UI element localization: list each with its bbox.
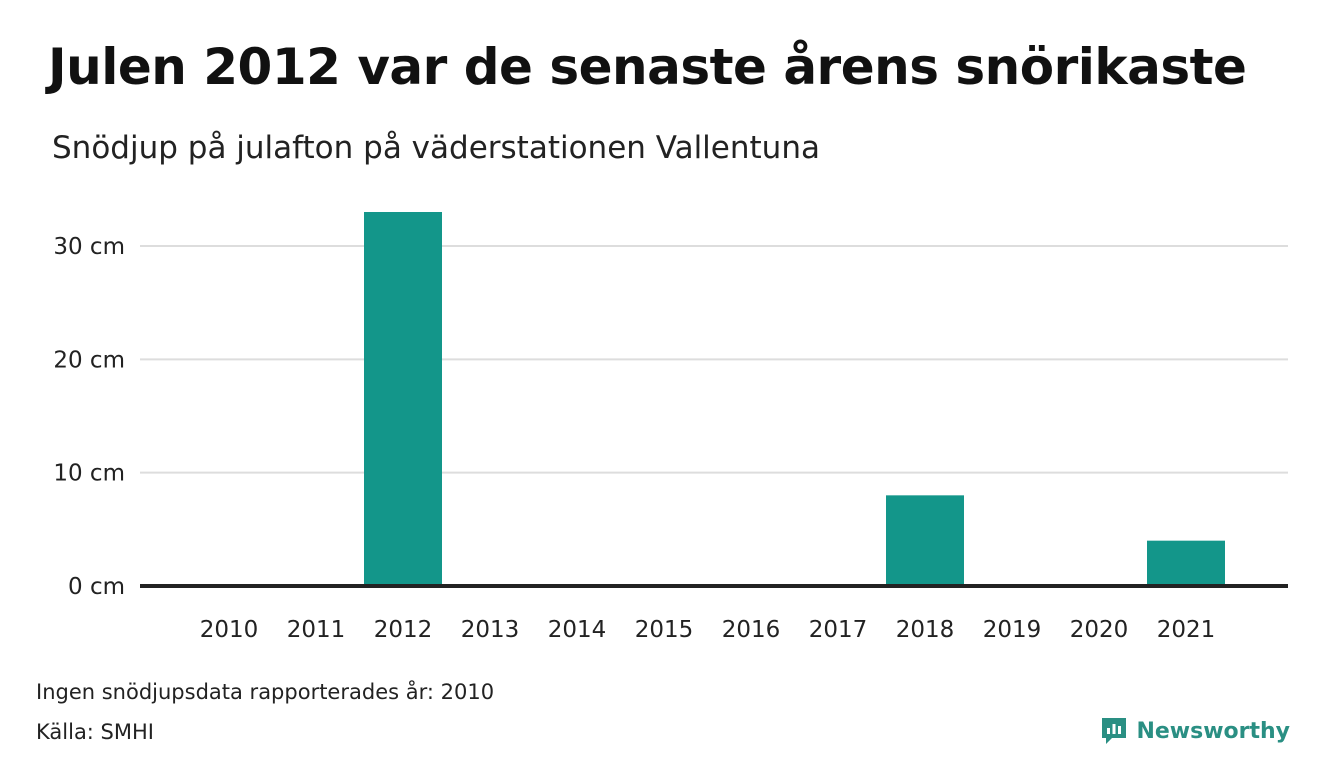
x-tick-label: 2020 <box>1070 617 1129 643</box>
chart-subtitle: Snödjup på julafton på väderstationen Va… <box>52 130 820 166</box>
bar-2021 <box>1147 540 1225 586</box>
y-tick-label: 20 cm <box>53 347 125 373</box>
chart-note: Ingen snödjupsdata rapporterades år: 201… <box>36 680 495 704</box>
bar-chart: 0 cm 10 cm 20 cm 30 cm 2010 2011 2012 2013 2014… <box>53 212 1288 643</box>
bar-2018 <box>886 495 964 586</box>
x-tick-label: 2011 <box>287 617 346 643</box>
newsworthy-logo-icon <box>1102 718 1127 744</box>
bar-2012 <box>364 212 442 586</box>
y-tick-label: 0 cm <box>68 574 125 600</box>
x-tick-label: 2014 <box>548 617 607 643</box>
gridlines <box>140 245 1288 474</box>
brand-logo: Newsworthy <box>1100 716 1290 746</box>
x-tick-label: 2012 <box>374 617 433 643</box>
y-axis-ticks: 0 cm 10 cm 20 cm 30 cm <box>53 234 125 600</box>
x-tick-label: 2019 <box>983 617 1042 643</box>
x-tick-label: 2013 <box>461 617 520 643</box>
brand-name: Newsworthy <box>1136 718 1290 744</box>
y-tick-label: 30 cm <box>53 234 125 260</box>
x-tick-label: 2018 <box>896 617 955 643</box>
x-tick-label: 2021 <box>1157 617 1216 643</box>
x-tick-label: 2017 <box>809 617 868 643</box>
chart-title: Julen 2012 var de senaste årens snörikas… <box>48 38 1247 96</box>
bars <box>364 212 1225 586</box>
chart-source: Källa: SMHI <box>36 720 154 744</box>
y-tick-label: 10 cm <box>53 461 125 487</box>
x-tick-label: 2010 <box>200 617 259 643</box>
x-tick-label: 2015 <box>635 617 694 643</box>
x-axis-ticks: 2010 2011 2012 2013 2014 2015 2016 2017 2018 2019… <box>200 617 1216 643</box>
x-tick-label: 2016 <box>722 617 781 643</box>
